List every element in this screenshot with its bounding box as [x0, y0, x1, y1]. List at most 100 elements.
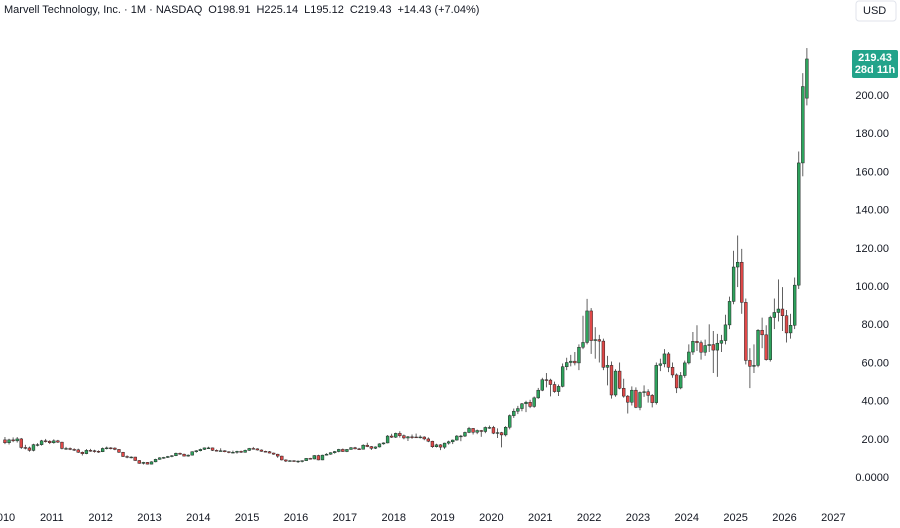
y-tick-label: 100.00: [855, 281, 889, 293]
candle-body: [239, 451, 243, 453]
candle-body: [540, 379, 544, 391]
candle-body: [801, 86, 805, 164]
candle-body: [84, 450, 89, 454]
candle-body: [646, 391, 650, 396]
y-tick-label: 120.00: [855, 243, 889, 255]
candle-body: [569, 360, 573, 363]
candle-body: [68, 448, 72, 450]
candle-body: [508, 415, 512, 428]
candle-body: [227, 451, 231, 453]
candle-body: [544, 379, 549, 381]
candle-body: [15, 438, 19, 442]
candle-body: [674, 374, 679, 389]
candle-body: [35, 444, 40, 446]
candle-body: [711, 344, 715, 351]
candle-body: [292, 460, 296, 462]
header-part: L195.12: [304, 4, 344, 16]
candle-body: [524, 401, 528, 405]
y-tick-label: 160.00: [855, 166, 889, 178]
candle-body: [182, 453, 186, 457]
candle-body: [390, 435, 394, 438]
candle-body: [385, 435, 390, 444]
candle-body: [715, 342, 720, 351]
candle-body: [52, 440, 56, 443]
candle-body: [520, 403, 524, 409]
candle-body: [471, 428, 475, 433]
candle-body: [231, 452, 235, 454]
candle-body: [512, 410, 516, 416]
candle-body: [560, 366, 565, 387]
candle-body: [349, 447, 353, 450]
candle-body: [324, 453, 329, 456]
candle-body: [170, 455, 174, 457]
candle-body: [434, 444, 439, 447]
y-tick-label: 60.00: [861, 357, 889, 369]
candle-body: [361, 444, 365, 450]
candle-body: [271, 452, 276, 455]
y-tick-label: 0.0000: [855, 472, 889, 484]
last-price-tag: [852, 49, 898, 78]
candle-body: [166, 456, 170, 458]
candle-body: [792, 284, 797, 326]
candle-body: [312, 455, 317, 460]
candle-body: [304, 458, 308, 461]
candle-body: [357, 448, 361, 450]
candle-body: [442, 442, 447, 448]
candle-body: [11, 439, 15, 442]
candle-body: [459, 435, 463, 438]
candle-body: [206, 447, 211, 449]
candle-body: [190, 451, 194, 456]
candle-body: [149, 461, 154, 465]
candle-body: [117, 449, 121, 453]
candle-body: [532, 397, 536, 407]
candle-body: [7, 439, 11, 443]
candle-body: [744, 302, 748, 361]
candle-body: [499, 432, 504, 436]
currency[interactable]: USD: [863, 5, 886, 17]
candle-body: [487, 427, 492, 429]
candle-body: [788, 325, 793, 334]
candle-body: [414, 436, 418, 439]
candle-body: [381, 442, 386, 445]
candle-body: [153, 459, 158, 463]
candle-body: [666, 353, 671, 368]
candle-body: [503, 427, 508, 436]
candle-body: [300, 460, 304, 462]
candle-body: [100, 448, 105, 452]
candle-body: [243, 450, 247, 453]
candle-body: [463, 432, 467, 437]
x-tick-label: 2018: [381, 512, 405, 524]
candle-body: [556, 386, 561, 392]
candle-body: [516, 408, 520, 412]
candle-body: [784, 315, 789, 334]
candle-body: [451, 439, 455, 443]
candle-body: [446, 441, 451, 444]
candle-body: [536, 389, 540, 399]
candle-body: [76, 449, 80, 453]
candle-body: [752, 365, 756, 367]
candle-body: [235, 451, 239, 453]
candle-body: [56, 440, 60, 443]
header-part: +14.43 (+7.04%): [397, 4, 479, 16]
candle-body: [650, 395, 654, 403]
currency-button[interactable]: [855, 0, 897, 22]
candle-body: [475, 430, 479, 433]
candle-body: [577, 346, 581, 364]
x-tick-label: 2019: [430, 512, 454, 524]
x-tick-label: 2013: [137, 512, 161, 524]
x-tick-label: 2016: [284, 512, 308, 524]
candle-body: [288, 460, 292, 462]
y-tick-label: 80.00: [861, 319, 889, 331]
candle-body: [805, 58, 809, 99]
candle-body: [369, 446, 374, 449]
candle-body: [597, 339, 601, 342]
candle-body: [320, 454, 325, 461]
x-tick-label: 2017: [333, 512, 357, 524]
candle-body: [772, 312, 776, 318]
candle-body: [80, 452, 84, 454]
candle-body: [255, 448, 260, 451]
candle-body: [573, 360, 577, 364]
candle-body: [280, 455, 284, 461]
x-tick-label: 2025: [723, 512, 747, 524]
candle-body: [247, 448, 251, 451]
